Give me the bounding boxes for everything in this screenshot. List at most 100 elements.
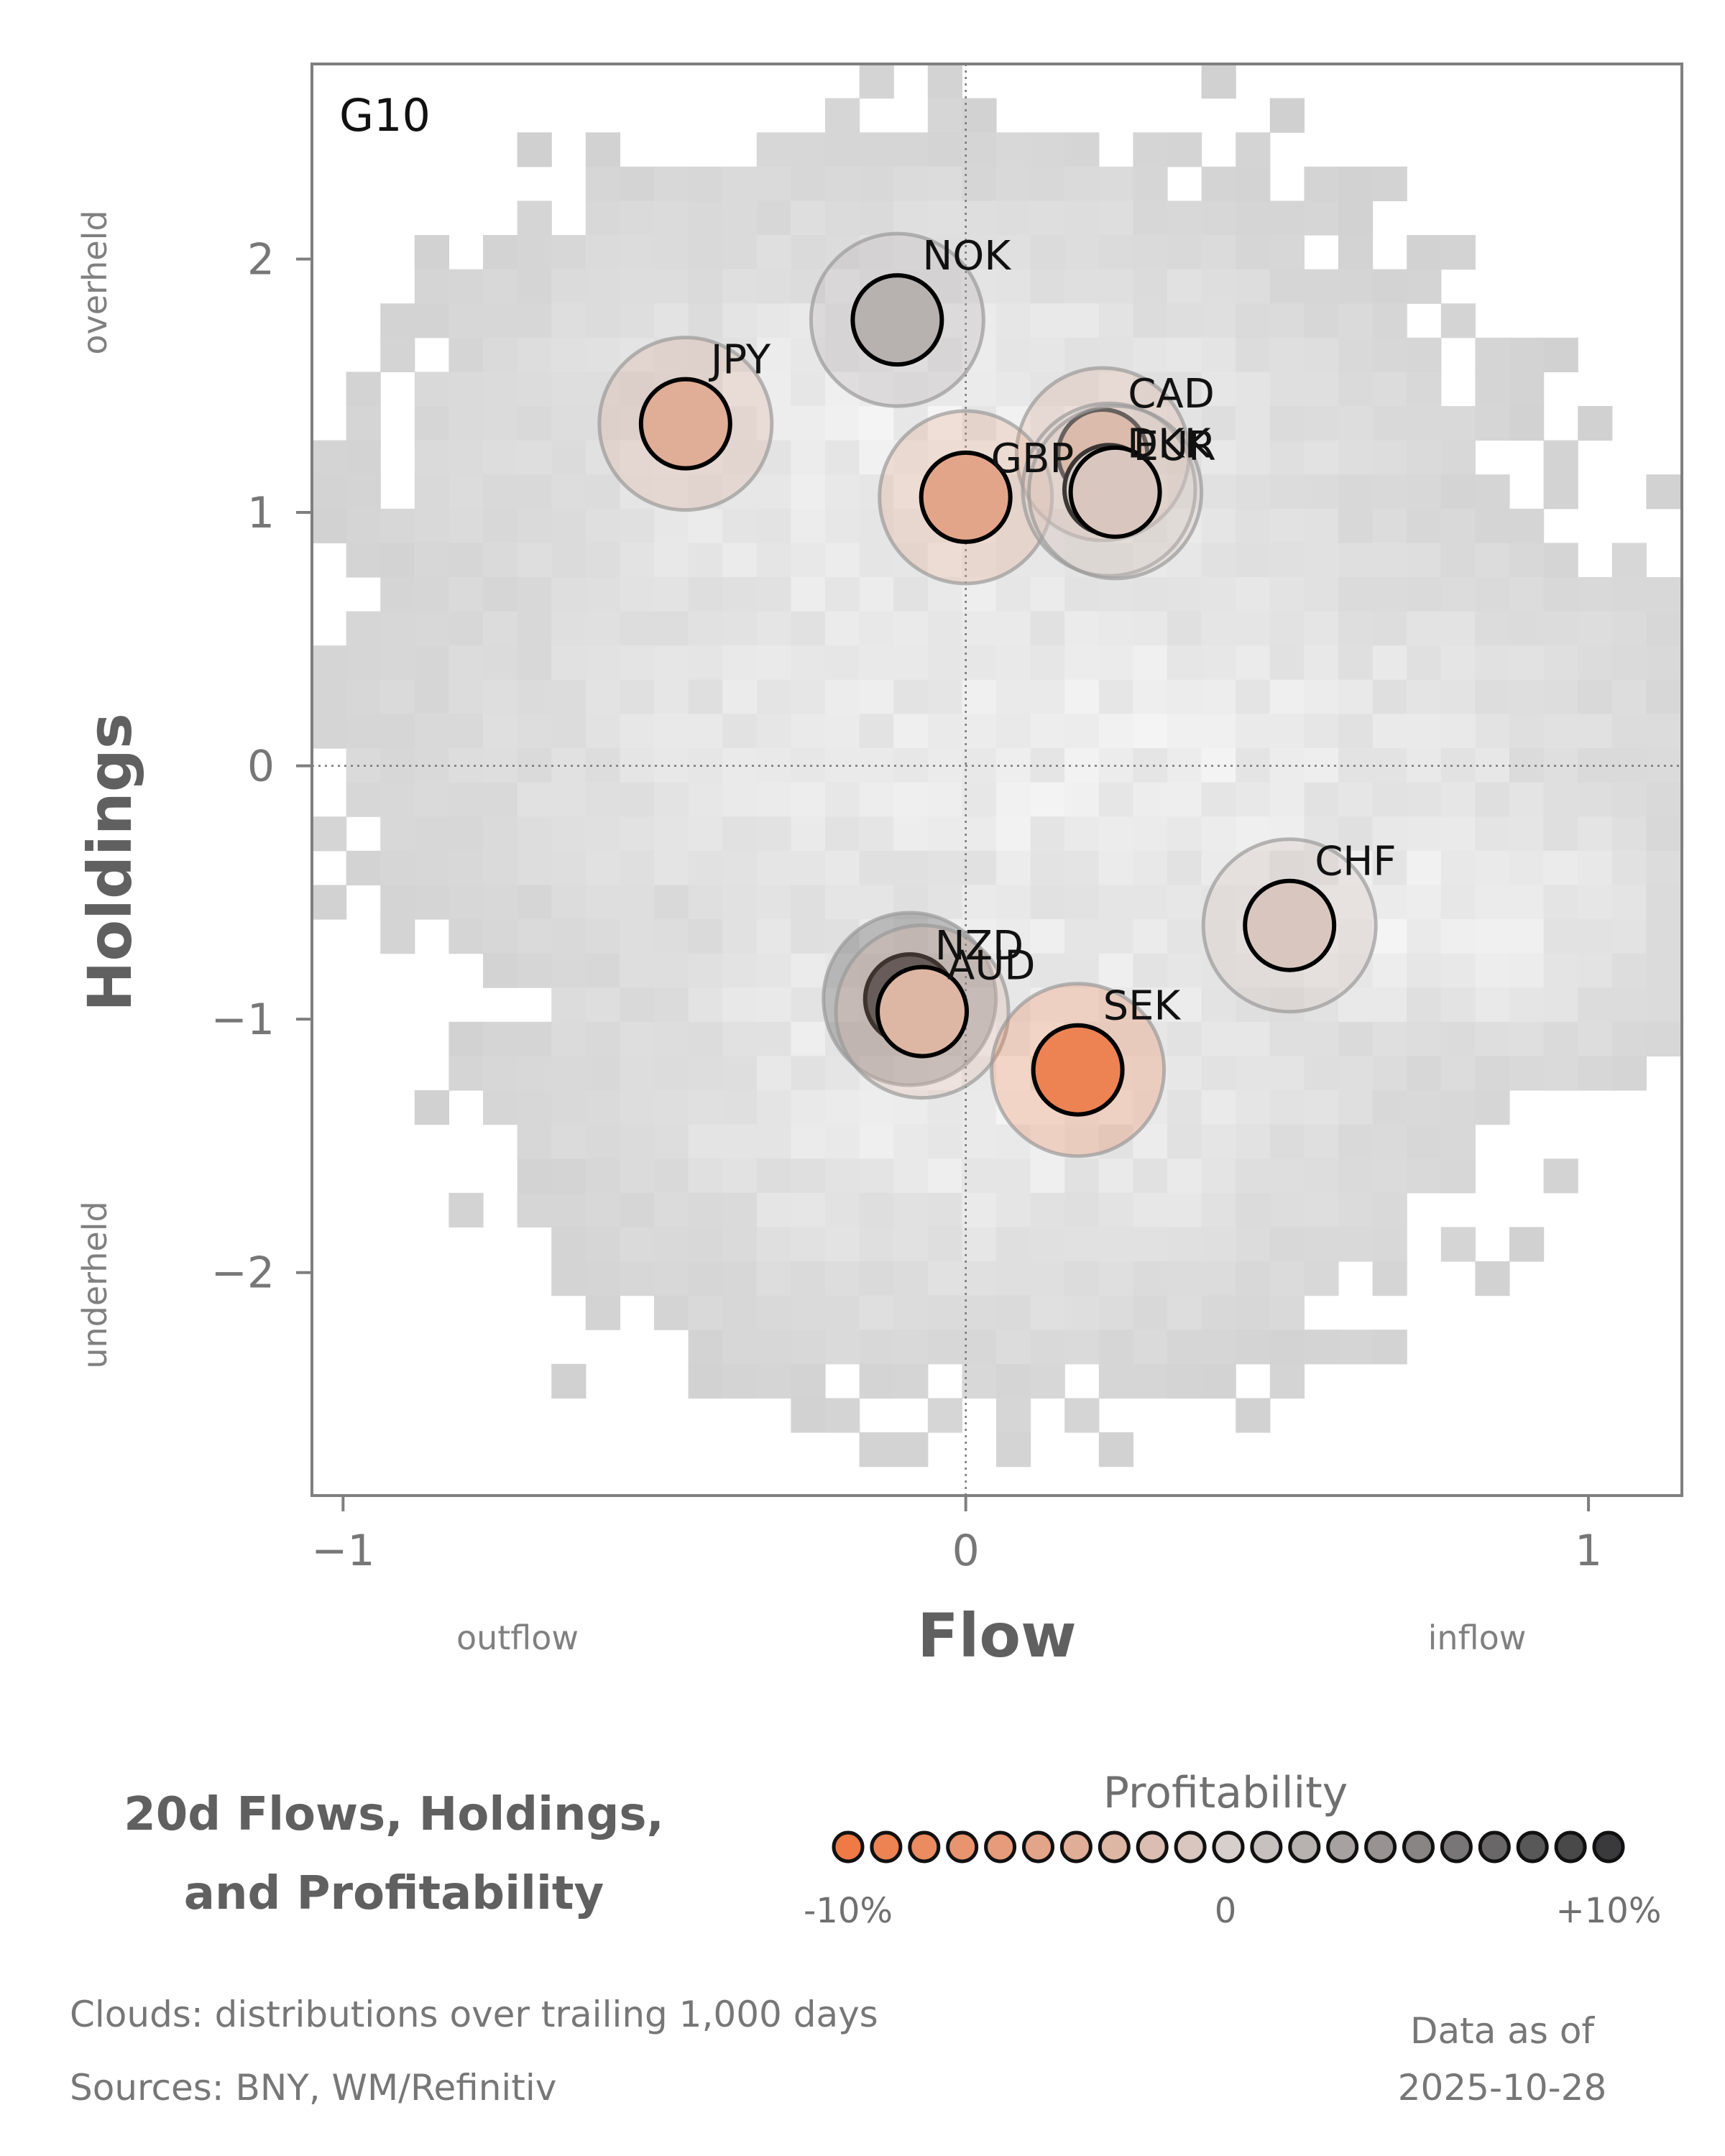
cloud-cell [859,782,894,817]
cloud-cell [1098,645,1133,681]
cloud-cell [927,132,962,167]
cloud-cell [1236,303,1271,338]
cloud-cell [962,1227,997,1262]
cloud-cell [1372,303,1407,338]
cloud-cell [825,885,860,920]
cloud-cell [722,269,758,304]
cloud-cell [1680,885,1682,920]
cloud-cell [1064,235,1100,270]
cloud-cell [1338,1124,1374,1159]
cloud-cell [893,1227,929,1262]
cloud-cell [1064,303,1100,338]
cloud-cell [927,372,962,407]
cloud-cell [1440,1124,1476,1159]
cloud-cell [722,714,758,749]
distribution-clouds [312,64,1682,1468]
cloud-cell [996,1432,1031,1468]
cloud-cell [1269,235,1305,270]
cloud-cell [1372,372,1407,407]
legend-dot [1136,1830,1169,1864]
cloud-cell [1269,577,1305,612]
cloud-cell [1133,1227,1168,1262]
cloud-cell [1646,987,1681,1023]
cloud-cell [1030,1158,1065,1194]
cloud-cell [1338,816,1374,852]
footer-title-line-2: and Profitability [184,1867,604,1920]
cloud-cell [1030,714,1065,749]
cloud-cell [1236,1398,1271,1433]
cloud-cell [1646,850,1681,885]
cloud-cell [927,1192,962,1227]
cloud-cell [1578,885,1613,920]
cloud-cell [517,953,552,988]
cloud-cell [1509,816,1545,852]
cloud-cell [1680,919,1682,954]
cloud-cell [620,850,655,885]
cloud-cell [1269,337,1305,372]
cloud-cell [1304,1124,1339,1159]
x-tick-label: 0 [952,1526,980,1576]
cloud-cell [346,782,381,817]
cloud-cell [1646,645,1681,681]
cloud-cell [1098,577,1133,612]
cloud-cell [791,645,826,681]
cloud-cell [1304,1227,1339,1262]
cloud-cell [791,748,826,783]
cloud-cell [962,543,997,578]
cloud-cell [1475,1056,1510,1091]
cloud-cell [1167,679,1202,714]
cloud-cell [756,372,791,407]
cloud-cell [1407,337,1442,372]
cloud-cell [1578,1021,1613,1056]
cloud-cell [448,850,484,885]
cloud-cell [756,885,791,920]
cloud-cell [859,1227,894,1262]
cloud-cell [1338,1192,1374,1227]
cloud-cell [585,235,620,270]
point-jpy [638,377,732,471]
cloud-cell [483,337,518,372]
cloud-cell [483,372,518,407]
cloud-cell [791,1090,826,1125]
cloud-cell [825,1330,860,1365]
cloud-cell [893,816,929,852]
cloud-cell [688,201,723,236]
cloud-cell [620,1090,655,1125]
cloud-cell [1407,474,1442,510]
cloud-cell [1133,235,1168,270]
cloud-cell [756,1330,791,1365]
cloud-cell [1338,1021,1374,1056]
cloud-cell [1133,611,1168,646]
cloud-cell [654,782,689,817]
cloud-cell [551,679,586,714]
cloud-cell [1407,1021,1442,1056]
cloud-cell [1440,611,1476,646]
cloud-cell [1133,748,1168,783]
cloud-cell [1064,919,1100,954]
cloud-cell [1407,1056,1442,1091]
cloud-cell [756,645,791,681]
cloud-cell [1509,885,1545,920]
cloud-cell [756,201,791,236]
cloud-cell [1098,1227,1133,1262]
cloud-cell [1680,679,1682,714]
cloud-cell [688,1158,723,1194]
cloud-cell [1543,543,1578,578]
cloud-cell [1269,1158,1305,1194]
legend-dot [1250,1830,1283,1864]
cloud-cell [1236,1192,1271,1227]
cloud-cell [585,611,620,646]
cloud-cell [756,166,791,201]
cloud-cell [1407,1090,1442,1125]
cloud-cell [312,714,347,749]
cloud-cell [1578,406,1613,441]
cloud-cell [825,337,860,372]
cloud-cell [1407,235,1442,270]
cloud-cell [585,679,620,714]
cloud-cell [380,577,415,612]
cloud-cell [722,1021,758,1056]
cloud-cell [551,1124,586,1159]
cloud-cell [380,850,415,885]
cloud-cell [859,201,894,236]
cloud-cell [1269,372,1305,407]
